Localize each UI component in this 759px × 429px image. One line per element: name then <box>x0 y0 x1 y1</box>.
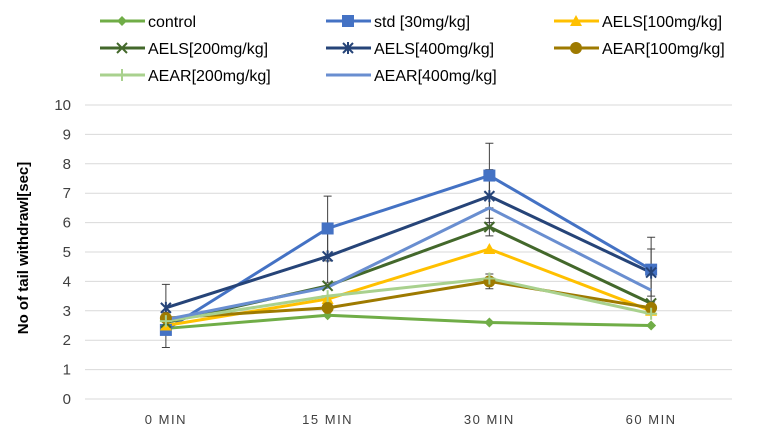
y-tick-label: 9 <box>63 126 71 143</box>
y-tick-label: 2 <box>63 332 71 349</box>
legend-item: AELS[100mg/kg] <box>554 14 722 31</box>
legend-marker <box>116 69 128 81</box>
legend-marker <box>342 42 354 54</box>
y-axis-ticks: 0 1 2 3 4 5 6 7 8 9 10 <box>54 97 71 408</box>
data-point <box>483 221 496 233</box>
data-point <box>321 290 334 303</box>
y-tick-label: 4 <box>63 273 71 290</box>
series-line <box>165 206 652 322</box>
y-tick-label: 5 <box>63 244 71 261</box>
y-axis-label: No of tail withdrawl[sec] <box>15 162 32 335</box>
legend-marker <box>342 15 354 27</box>
legend-label: AEAR[400mg/kg] <box>374 68 497 85</box>
data-point <box>321 280 334 292</box>
error-bars <box>161 142 656 349</box>
y-tick-label: 0 <box>63 391 71 408</box>
x-axis-ticks: 0 MIN 15 MIN 30 MIN 60 MIN <box>145 412 677 427</box>
data-point <box>483 190 496 203</box>
legend-label: AEAR[100mg/kg] <box>602 41 725 58</box>
x-tick-label: 60 MIN <box>626 412 677 427</box>
legend-label: std [30mg/kg] <box>374 14 470 31</box>
y-tick-label: 1 <box>63 362 71 379</box>
data-point <box>321 222 334 235</box>
legend-item: AEAR[100mg/kg] <box>554 41 725 58</box>
x-tick-label: 0 MIN <box>145 412 187 427</box>
series-line <box>165 313 652 330</box>
series-line <box>165 174 652 332</box>
y-tick-label: 6 <box>63 215 71 232</box>
y-tick-label: 7 <box>63 185 71 202</box>
data-point <box>646 320 657 331</box>
series-line <box>165 276 652 323</box>
data-point <box>483 272 496 285</box>
y-tick-label: 10 <box>54 97 71 114</box>
series-lines <box>165 174 652 332</box>
data-point <box>160 301 172 314</box>
legend-marker <box>570 15 582 26</box>
legend-item: AELS[400mg/kg] <box>326 41 494 58</box>
legend-marker <box>570 42 582 54</box>
y-tick-label: 3 <box>63 303 71 320</box>
data-point <box>321 301 334 314</box>
legend-item: std [30mg/kg] <box>326 14 470 31</box>
data-point <box>159 315 172 328</box>
x-tick-label: 30 MIN <box>464 412 515 427</box>
legend-item: AELS[200mg/kg] <box>100 41 268 58</box>
legend-marker <box>117 16 127 26</box>
data-point <box>645 307 658 320</box>
gridlines <box>85 104 732 400</box>
data-point <box>645 266 657 279</box>
legend-label: AEAR[200mg/kg] <box>148 68 271 85</box>
legend-item: AEAR[200mg/kg] <box>100 68 271 85</box>
data-point <box>483 243 496 255</box>
legend-label: control <box>148 14 196 31</box>
x-tick-label: 15 MIN <box>302 412 353 427</box>
legend: control std [30mg/kg] AELS[100mg/kg] AELS[2… <box>100 14 725 85</box>
legend-label: AELS[400mg/kg] <box>374 41 494 58</box>
legend-marker <box>116 42 128 54</box>
series-markers <box>159 169 658 336</box>
legend-item: AEAR[400mg/kg] <box>326 68 497 85</box>
data-point <box>484 317 495 328</box>
legend-label: AELS[100mg/kg] <box>602 14 722 31</box>
series-line <box>165 194 652 310</box>
data-point <box>321 250 334 263</box>
legend-label: AELS[200mg/kg] <box>148 41 268 58</box>
legend-item: control <box>100 14 196 31</box>
data-point <box>483 169 496 182</box>
y-tick-label: 8 <box>63 156 71 173</box>
